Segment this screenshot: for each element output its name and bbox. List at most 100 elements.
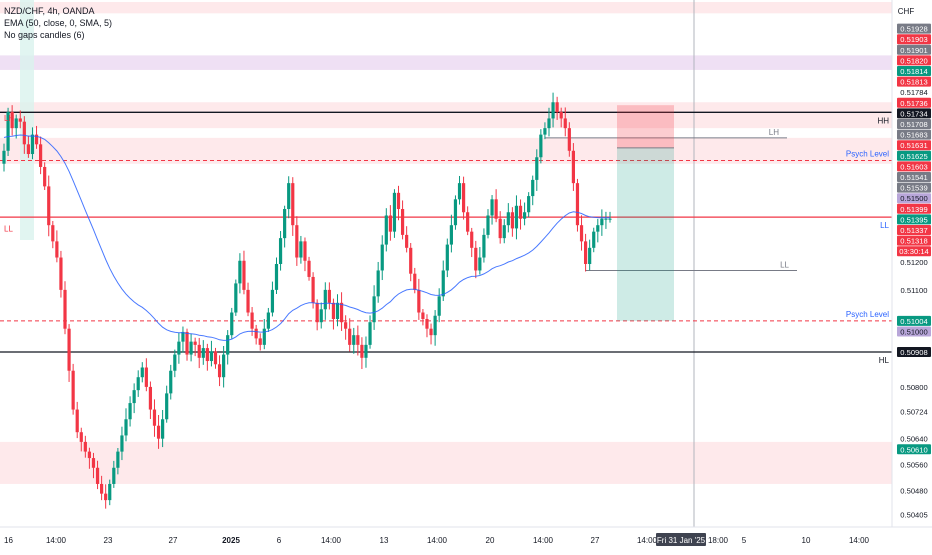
candle-body [39, 144, 43, 167]
ema-indicator-label[interactable]: EMA (50, close, 0, SMA, 5) [4, 18, 113, 28]
candle-body [108, 483, 112, 501]
candle-body [213, 351, 218, 365]
level-label: Psych Level [846, 149, 889, 158]
candle-body [400, 209, 405, 235]
price-tick-label: 0.51541 [900, 173, 927, 182]
time-axis[interactable]: 16 14:00 23 27 2025 6 14:00 13 14:00 20 14:00 27 14:… [0, 526, 932, 550]
candle-body [246, 289, 250, 313]
time-tick-label: 14:00 [849, 536, 870, 545]
candle-body [262, 328, 266, 345]
candle-body [600, 218, 604, 226]
level-label: LL [880, 221, 889, 230]
price-tag-bg [897, 34, 931, 45]
candle-body [433, 315, 437, 336]
price-tick-label: 0.51200 [900, 258, 927, 267]
candle-body [360, 344, 364, 358]
gaps-indicator-label[interactable]: No gaps candles (6) [4, 30, 85, 40]
candle-body [551, 102, 555, 119]
price-tag-bg [897, 225, 931, 235]
candle-body [156, 425, 161, 439]
candle-body [441, 270, 445, 297]
ema-layer [3, 134, 611, 341]
candle-body [22, 121, 26, 145]
price-tag-bg [897, 87, 931, 98]
candle-body [522, 212, 527, 219]
candle-body [449, 225, 453, 245]
candle-body [421, 312, 425, 319]
price-tick-label: 0.51683 [900, 131, 927, 140]
price-tag-bg [897, 203, 931, 214]
candle-body [250, 312, 254, 329]
candle-body [437, 296, 441, 316]
candle-body [100, 483, 104, 494]
candle-body [461, 183, 466, 213]
price-tag-bg [897, 214, 931, 225]
candle-body [6, 111, 10, 151]
candle-body [287, 183, 291, 210]
zone-supply [0, 137, 892, 164]
candle-body [140, 367, 144, 378]
left-level-label: LL [4, 224, 13, 233]
price-tick-label: 0.51000 [900, 328, 927, 337]
candle-body [242, 260, 246, 290]
zone-demand [0, 441, 892, 484]
candle-body [67, 328, 71, 371]
candle-body [197, 344, 201, 358]
price-tag-bg [897, 315, 931, 326]
candle-body [409, 247, 413, 274]
candle-body [502, 225, 506, 239]
position-tool[interactable] [617, 105, 674, 321]
candle-body [490, 199, 494, 216]
price-tag-bg [897, 55, 931, 66]
candle-body [87, 451, 92, 459]
zones-layer [0, 0, 892, 527]
candle-body [47, 186, 51, 226]
zone-supply [0, 2, 892, 14]
candle-body [152, 409, 157, 426]
candle-body [234, 283, 238, 313]
candle-body [132, 390, 136, 404]
candle-body [59, 257, 63, 290]
time-tick-label: 10 [802, 536, 811, 545]
candle-body [311, 276, 315, 303]
price-tag-bg [897, 108, 931, 119]
time-tick-label: 5 [742, 536, 747, 545]
candle-body [185, 331, 189, 355]
candle-body [14, 118, 18, 129]
candle-body [128, 403, 132, 420]
price-tag-bg [897, 97, 931, 108]
candle-body [466, 212, 470, 232]
price-tick-label: 0.51603 [900, 162, 927, 171]
price-tick-label: 0.50610 [900, 445, 927, 454]
candle-body [327, 289, 331, 303]
price-tick-label: 0.50908 [900, 348, 927, 357]
price-tick-label: 0.51814 [900, 67, 927, 76]
candle-body [376, 270, 380, 297]
candle-body [63, 289, 67, 329]
candle-body [95, 467, 100, 484]
candle-body [173, 354, 177, 371]
candle-body [482, 234, 486, 258]
chart-legend: NZD/CHF, 4h, OANDA EMA (50, close, 0, SM… [4, 5, 112, 41]
candle-body [274, 264, 279, 290]
time-tick-label: 14:00 [533, 536, 554, 545]
candle-body [348, 328, 352, 345]
candle-body [384, 215, 388, 245]
session-highlight [20, 0, 34, 240]
ema-line [3, 134, 611, 341]
candle-body [543, 128, 547, 135]
price-tick-label: 0.51539 [900, 184, 927, 193]
candle-body [575, 183, 580, 226]
candle-body [339, 302, 344, 323]
cursor-date-bg [656, 533, 706, 546]
candle-body [510, 212, 514, 229]
candle-body [571, 150, 575, 184]
symbol-info[interactable]: NZD/CHF, 4h, OANDA [4, 6, 95, 16]
candle-body [43, 166, 47, 187]
candle-body [608, 218, 612, 220]
price-tick-label: 0.51631 [900, 141, 927, 150]
time-tick-label: 20 [486, 536, 495, 545]
